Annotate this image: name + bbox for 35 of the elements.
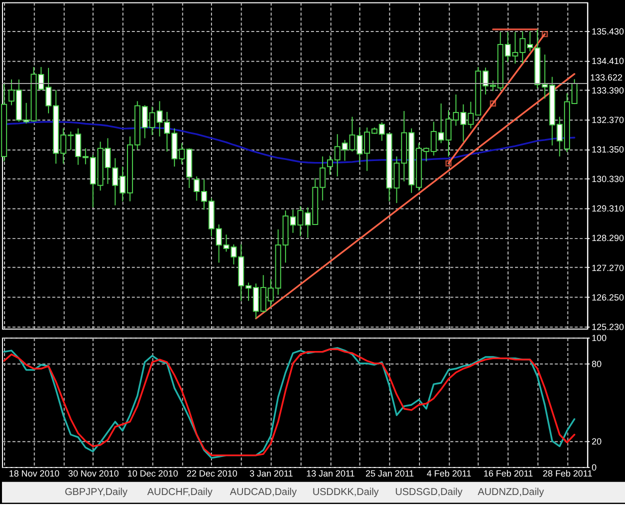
x-tick-label: 25 Jan 2011 xyxy=(365,468,414,478)
y-tick-label: 100 xyxy=(592,333,607,344)
point xyxy=(490,100,496,107)
x-tick-label: 28 Feb 2011 xyxy=(542,468,592,478)
y-tick-label: 128.290 xyxy=(592,233,624,244)
y-tick-label: 20 xyxy=(592,436,602,447)
y-tick-label: 127.270 xyxy=(592,262,624,273)
ref-line-label: 133.622 xyxy=(590,72,623,82)
x-tick-label: 13 Jan 2011 xyxy=(306,468,355,478)
x-tick-label: 10 Dec 2010 xyxy=(127,468,178,478)
x-tick-label: 18 Nov 2010 xyxy=(8,468,60,478)
y-tick-label: 133.390 xyxy=(592,86,624,96)
y-tick-label: 126.250 xyxy=(592,292,624,302)
y-tick-label: 125.230 xyxy=(592,322,624,332)
x-tick-label: 4 Feb 2011 xyxy=(426,468,472,478)
point xyxy=(542,30,548,38)
point xyxy=(445,160,452,166)
text: AUDCAD,Daily xyxy=(230,486,297,498)
x-tick-label: 3 Jan 2011 xyxy=(249,468,294,478)
y-tick-label: 134.410 xyxy=(592,56,624,66)
y-tick-label: 80 xyxy=(592,358,602,369)
y-tick-label: 132.370 xyxy=(592,115,624,126)
y-tick-label: 130.330 xyxy=(592,174,624,184)
y-tick-label: 131.350 xyxy=(592,144,624,155)
x-tick-label: 30 Nov 2010 xyxy=(68,468,119,478)
y-tick-label: 135.430 xyxy=(592,26,624,37)
text: AUDCHF,Daily xyxy=(147,486,212,498)
text: USDDKK,Daily xyxy=(312,486,379,498)
x-tick-label: 16 Feb 2011 xyxy=(484,468,534,478)
y-tick-label: 129.310 xyxy=(592,204,624,214)
text: USDSGD,Daily xyxy=(395,486,462,498)
y-tick-label: 0 xyxy=(592,462,597,472)
text: GBPJPY,Daily xyxy=(64,486,128,498)
x-tick-label: 22 Dec 2010 xyxy=(186,468,238,478)
text: AUDNZD,Daily xyxy=(478,486,544,498)
